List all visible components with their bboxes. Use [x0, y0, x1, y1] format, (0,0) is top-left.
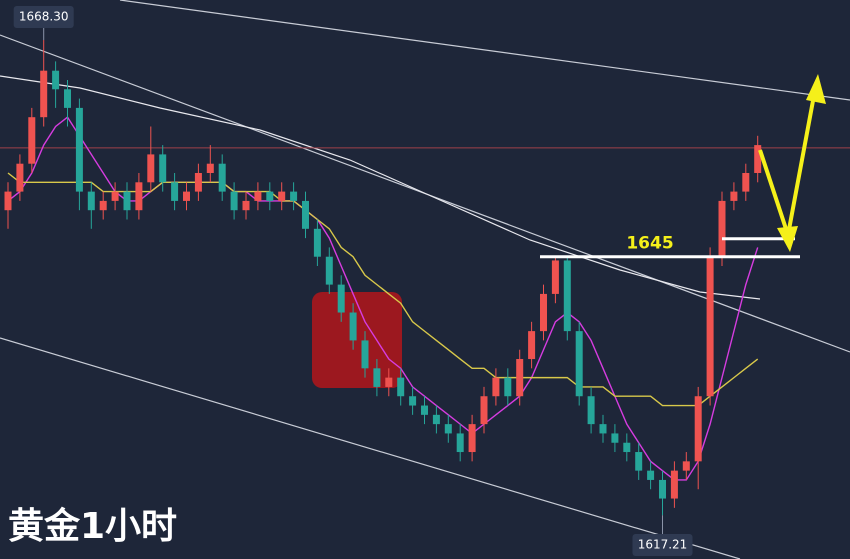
candle-body [147, 154, 155, 183]
candle-body [730, 191, 738, 201]
arrow-head [777, 226, 798, 252]
low-label-box [632, 534, 693, 556]
candle-body [694, 396, 702, 462]
candle-body [254, 191, 262, 201]
candle-body [706, 256, 714, 397]
candle-body [754, 145, 762, 174]
candle-body [123, 191, 131, 211]
candle-body [635, 452, 643, 471]
candle-body [373, 368, 381, 387]
chart-title: 黄金1小时 [8, 505, 177, 547]
low-label: 1617.21 [638, 538, 688, 552]
candle-body [647, 470, 655, 480]
candle-body [218, 163, 226, 192]
candle-body [528, 331, 536, 360]
candle-body [468, 424, 476, 453]
candle-body [242, 200, 250, 211]
candle-body [480, 396, 488, 425]
candle-body [421, 405, 428, 415]
candle-body [206, 163, 214, 174]
candle-body [135, 182, 143, 211]
candle-body [40, 70, 48, 118]
candle-body [278, 191, 286, 201]
candle-body [194, 173, 202, 192]
candle-body [504, 377, 512, 397]
candle-body [171, 182, 179, 201]
long-ma [0, 75, 761, 300]
moving-average [7, 172, 759, 407]
candle-body [4, 191, 12, 211]
plot: 1645 1668.30 1617.21 [0, 6, 850, 556]
arrows [758, 74, 826, 252]
candle-body [52, 70, 60, 90]
candle-body [409, 396, 417, 406]
candle-body [111, 191, 119, 201]
high-label: 1668.30 [19, 10, 69, 24]
candle-body [337, 284, 345, 313]
trendline [119, 0, 850, 101]
candle-body [99, 200, 107, 211]
candle-body [302, 200, 309, 229]
candle-body [385, 377, 393, 387]
candle-body [599, 424, 607, 434]
arrow-head [806, 74, 826, 104]
candle-body [313, 228, 321, 257]
candle-body [540, 293, 547, 332]
candle-body [397, 377, 405, 397]
candle-body [623, 442, 631, 453]
candle-body [659, 479, 666, 499]
candle-body [492, 377, 500, 397]
candle-body [16, 163, 24, 192]
candle-body [611, 433, 619, 443]
moving-average [7, 116, 759, 481]
candle-body [575, 331, 583, 397]
high-label-box [13, 6, 74, 28]
candle-body [159, 154, 167, 183]
candle-body [87, 191, 95, 211]
candle-body [456, 433, 464, 453]
candle-body [325, 256, 333, 285]
candle-body [75, 107, 83, 192]
candle-body [682, 461, 690, 471]
candle-body [670, 470, 678, 499]
trendline [0, 337, 741, 559]
stamp [312, 292, 402, 388]
level-label: 1645 [626, 234, 673, 254]
candle-body [444, 424, 452, 434]
candle-body [64, 89, 71, 108]
candle-body [551, 260, 559, 294]
candle-body [290, 191, 298, 201]
candle-body [432, 414, 440, 425]
candle-body [183, 191, 190, 201]
candle-body [28, 117, 36, 164]
candle-body [718, 200, 726, 257]
candle-body [563, 260, 571, 332]
candle-body [349, 312, 357, 341]
candle-body [516, 359, 524, 397]
candle-body [230, 191, 238, 211]
candle-body [266, 191, 274, 201]
candle-body [742, 173, 750, 192]
candle-body [587, 396, 595, 425]
candle-body [361, 340, 369, 369]
